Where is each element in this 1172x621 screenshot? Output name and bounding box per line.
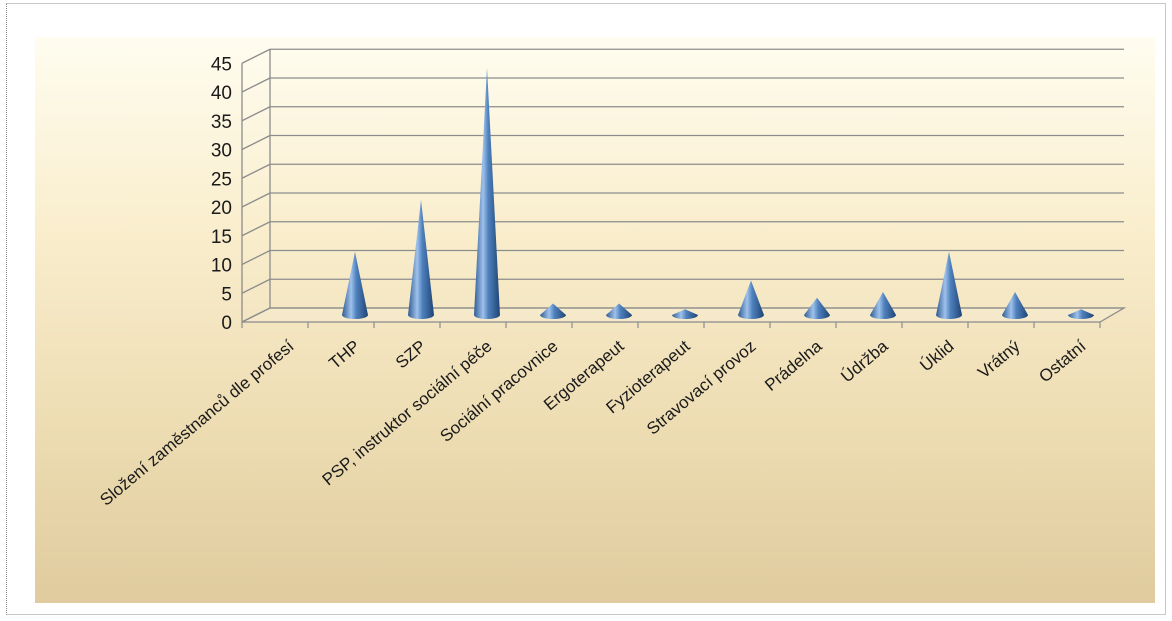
cone-mark xyxy=(936,251,962,319)
cone-mark xyxy=(870,292,896,319)
y-tick-label: 35 xyxy=(211,112,232,133)
cone-mark xyxy=(804,297,830,319)
gridline-depth xyxy=(241,134,271,151)
cone-mark xyxy=(1002,292,1028,319)
x-category-label: Ostatní xyxy=(1035,336,1089,386)
x-category-label: Údržba xyxy=(837,336,892,386)
x-category-label: Stravovací provoz xyxy=(643,337,759,439)
y-tick-label: 45 xyxy=(211,54,232,75)
gridline-depth xyxy=(241,48,271,64)
x-category-label: SZP xyxy=(392,337,430,373)
x-category-label: Složení zaměstnanců dle profesí xyxy=(96,336,297,509)
y-tick-label: 10 xyxy=(211,256,232,277)
y-tick-label: 40 xyxy=(211,83,232,104)
cone-mark xyxy=(408,200,434,319)
x-category-label: Prádelna xyxy=(761,336,826,395)
y-tick-label: 30 xyxy=(211,141,232,162)
cone-mark xyxy=(672,309,698,319)
x-category-label: Úklid xyxy=(916,337,957,376)
gridline-depth xyxy=(241,163,271,179)
y-tick-label: 5 xyxy=(221,284,232,305)
y-axis-ticks: 0 5 10 15 20 25 30 35 40 45 xyxy=(211,54,232,334)
chart-area xyxy=(35,37,1155,603)
chart-frame xyxy=(6,3,1166,615)
y-tick-label: 20 xyxy=(211,198,232,219)
cone-mark xyxy=(738,280,764,319)
x-category-label: Vrátný xyxy=(974,336,1024,382)
gridlines xyxy=(241,48,1127,328)
gridline-depth xyxy=(241,278,271,294)
gridline-depth xyxy=(241,221,271,237)
gridline-depth xyxy=(241,249,271,266)
y-tick-label: 0 xyxy=(221,313,232,334)
gridline-depth xyxy=(241,192,271,208)
cone-series xyxy=(342,67,1094,319)
x-category-label: Sociální pracovnice xyxy=(436,337,561,446)
cone-mark xyxy=(342,251,368,319)
cone-mark xyxy=(474,67,500,319)
x-category-label: THP xyxy=(325,337,363,373)
gridline-depth xyxy=(241,77,271,93)
gridline-depth xyxy=(241,106,271,122)
cone-mark xyxy=(540,303,566,319)
y-tick-label: 15 xyxy=(211,227,232,248)
cone-mark xyxy=(1068,309,1094,319)
y-tick-label: 25 xyxy=(211,169,232,190)
cone-mark xyxy=(606,303,632,319)
x-axis-categories: Složení zaměstnanců dle profesí THP SZPPSP… xyxy=(96,336,1089,509)
